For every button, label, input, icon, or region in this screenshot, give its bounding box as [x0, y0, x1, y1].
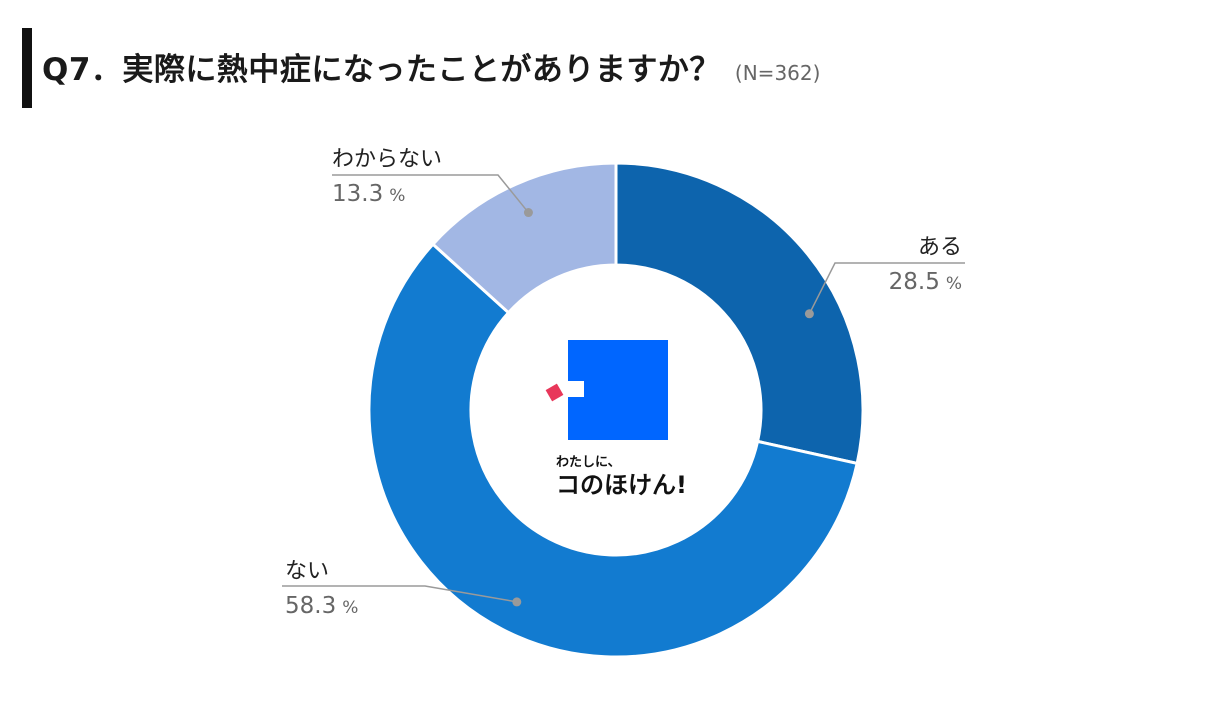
- category-label-2: わからない: [332, 147, 442, 172]
- slice-labels: ある 28.5 % ない 58.3 % わからない 13.3%: [285, 147, 962, 619]
- leader-lines: [282, 174, 965, 607]
- donut-slices: [367, 161, 865, 659]
- slice-0: [614, 161, 865, 466]
- logo-square: [568, 340, 668, 440]
- leader-dot-0: [804, 309, 814, 319]
- logo-notch: [564, 381, 584, 397]
- value-label-1: 58.3%: [285, 593, 358, 619]
- chart-title: Q7．実際に熱中症になったことがありますか？ (N=362): [42, 44, 820, 89]
- category-label-1: ない: [285, 559, 329, 584]
- logo-name: コのほけん!: [556, 471, 687, 499]
- leader-dot-2: [523, 208, 533, 218]
- slice-1: [367, 242, 859, 659]
- logo-diamond-icon: [545, 383, 564, 402]
- leader-line-2: [332, 174, 530, 214]
- value-label-0: 28.5%: [889, 269, 962, 295]
- slice-2: [430, 161, 618, 315]
- leader-line-0: [808, 262, 965, 315]
- sample-size-label: (N=362): [734, 61, 821, 85]
- category-label-0: ある: [918, 235, 962, 260]
- leader-dot-1: [512, 597, 522, 607]
- title-accent-bar: [22, 28, 32, 108]
- chart-title-text: Q7．実際に熱中症になったことがありますか？: [42, 52, 721, 88]
- leader-line-1: [282, 585, 517, 603]
- value-label-2: 13.3%: [332, 181, 405, 207]
- logo-tagline: わたしに、: [556, 455, 621, 470]
- brand-logo: わたしに、 コのほけん!: [545, 340, 687, 499]
